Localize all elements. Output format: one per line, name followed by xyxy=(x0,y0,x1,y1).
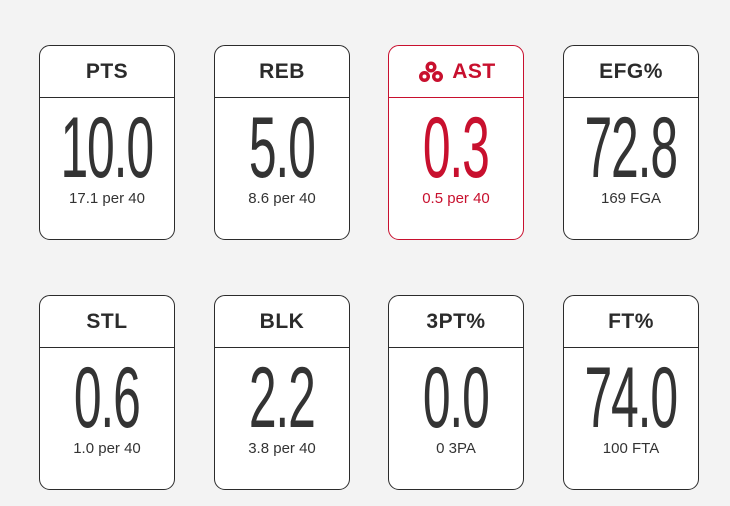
card-header: 3PT% xyxy=(389,296,523,348)
stat-value: 0.6 xyxy=(74,349,141,446)
card-header: AST xyxy=(389,46,523,98)
stat-label: AST xyxy=(452,59,496,83)
stat-value-box: 74.0 xyxy=(564,348,698,448)
stat-value: 74.0 xyxy=(584,349,679,446)
stat-card: EFG% 72.8 169 FGA xyxy=(563,45,699,240)
stat-value-box: 72.8 xyxy=(564,98,698,198)
stat-label: PTS xyxy=(85,59,129,83)
stat-label: EFG% xyxy=(599,59,663,83)
stat-sub: 169 FGA xyxy=(600,190,662,207)
stat-sub: 3.8 per 40 xyxy=(248,440,316,457)
card-header: FT% xyxy=(564,296,698,348)
sponsor-icon xyxy=(419,61,444,82)
stat-value: 2.2 xyxy=(249,349,316,446)
stat-label: FT% xyxy=(608,309,654,333)
stat-sub: 17.1 per 40 xyxy=(69,190,145,207)
stat-value-box: 5.0 xyxy=(215,98,349,198)
stat-card: BLK 2.2 3.8 per 40 xyxy=(214,295,350,490)
stat-label: 3PT% xyxy=(426,309,486,333)
stat-value-box: 0.6 xyxy=(40,348,174,448)
card-header: STL xyxy=(40,296,174,348)
stat-value: 10.0 xyxy=(60,99,155,196)
stat-label: STL xyxy=(86,309,128,333)
stat-sub: 1.0 per 40 xyxy=(73,440,141,457)
card-header: EFG% xyxy=(564,46,698,98)
stat-value-box: 10.0 xyxy=(40,98,174,198)
stat-card: STL 0.6 1.0 per 40 xyxy=(39,295,175,490)
stat-label: REB xyxy=(259,59,305,83)
stat-card: AST 0.3 0.5 per 40 xyxy=(388,45,524,240)
stat-value: 5.0 xyxy=(249,99,316,196)
stat-label: BLK xyxy=(259,309,305,333)
card-header: BLK xyxy=(215,296,349,348)
card-header: PTS xyxy=(40,46,174,98)
stat-value: 0.3 xyxy=(423,99,490,196)
stat-sub: 100 FTA xyxy=(602,440,660,457)
stat-value-box: 2.2 xyxy=(215,348,349,448)
stat-card: FT% 74.0 100 FTA xyxy=(563,295,699,490)
stat-sub: 8.6 per 40 xyxy=(248,190,316,207)
stat-sub: 0.5 per 40 xyxy=(422,190,490,207)
stat-value-box: 0.3 xyxy=(389,98,523,198)
stat-value: 72.8 xyxy=(584,99,679,196)
stat-card: 3PT% 0.0 0 3PA xyxy=(388,295,524,490)
stat-value-box: 0.0 xyxy=(389,348,523,448)
stat-value: 0.0 xyxy=(423,349,490,446)
stat-sub: 0 3PA xyxy=(436,440,476,457)
stat-card: REB 5.0 8.6 per 40 xyxy=(214,45,350,240)
card-header: REB xyxy=(215,46,349,98)
stat-card: PTS 10.0 17.1 per 40 xyxy=(39,45,175,240)
